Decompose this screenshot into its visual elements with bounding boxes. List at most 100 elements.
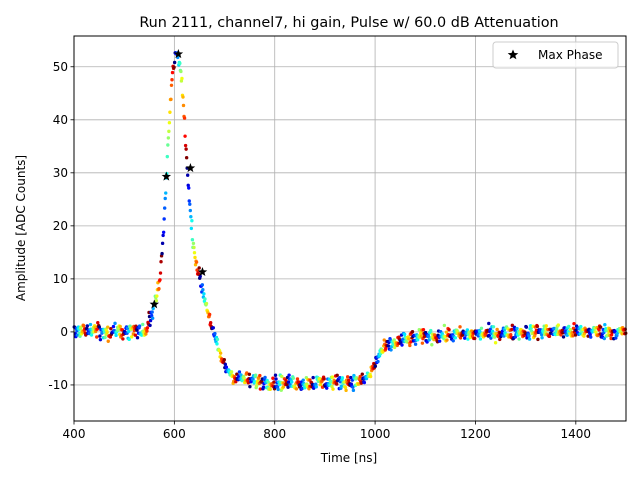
sample-point	[258, 387, 263, 391]
sample-point	[150, 316, 155, 320]
x-axis-ticks: 400 600 800 1000 1200 1400	[63, 421, 591, 441]
sample-point	[192, 251, 197, 255]
sample-point	[602, 336, 607, 341]
sample-point	[258, 373, 262, 378]
sample-point	[237, 370, 242, 374]
sample-point	[286, 385, 290, 389]
sample-point	[362, 380, 367, 385]
sample-point	[320, 385, 325, 389]
sample-point	[98, 337, 103, 342]
sample-point	[113, 321, 117, 326]
sample-point	[354, 376, 359, 380]
sample-point	[207, 312, 212, 317]
sample-point	[118, 324, 122, 329]
sample-point	[515, 326, 519, 331]
sample-point	[188, 208, 193, 213]
y-axis-ticks: -10 0 10 20 30 40 50	[48, 60, 74, 392]
sample-point	[239, 373, 243, 377]
sample-point	[330, 384, 334, 389]
sample-point	[572, 321, 576, 326]
sample-point	[346, 378, 351, 382]
sample-point	[242, 376, 246, 380]
sample-point	[218, 351, 223, 355]
max-phase-star	[149, 299, 160, 309]
sample-point	[193, 255, 197, 260]
sample-point	[88, 322, 93, 327]
sample-point	[524, 325, 529, 329]
sample-point	[563, 329, 568, 333]
sample-point	[295, 377, 300, 381]
sample-point	[109, 326, 113, 331]
sample-point	[169, 83, 174, 88]
sample-point	[159, 260, 163, 264]
sample-point	[170, 78, 174, 82]
sample-point	[160, 251, 164, 256]
sample-point	[253, 373, 258, 377]
sample-point	[167, 121, 172, 125]
sample-point	[202, 292, 206, 296]
x-tick-label: 600	[163, 427, 186, 441]
legend-star-icon	[507, 49, 519, 60]
sample-point	[489, 336, 493, 340]
sample-point	[215, 337, 220, 342]
sample-point	[386, 344, 391, 348]
sample-point	[127, 337, 131, 342]
sample-point	[254, 383, 259, 388]
sample-point	[343, 385, 348, 390]
sample-point	[303, 386, 307, 390]
sample-point	[268, 387, 272, 392]
sample-point	[161, 230, 166, 235]
sample-point	[170, 70, 175, 75]
sample-point	[281, 385, 286, 389]
sample-point	[417, 328, 421, 332]
sample-point	[108, 335, 113, 339]
sample-point	[419, 330, 423, 335]
sample-point	[573, 333, 578, 337]
sample-point	[314, 385, 318, 389]
y-tick-label: 10	[53, 272, 68, 286]
sample-point	[609, 333, 614, 337]
sample-point	[144, 332, 148, 336]
sample-point	[300, 386, 304, 391]
sample-point	[301, 378, 305, 382]
sample-point	[318, 377, 322, 381]
y-tick-label: 30	[53, 166, 68, 180]
chart-title: Run 2111, channel7, hi gain, Pulse w/ 60…	[139, 15, 558, 31]
sample-point	[121, 337, 125, 341]
sample-point	[106, 339, 110, 343]
x-tick-label: 1000	[360, 427, 391, 441]
sample-point	[133, 333, 138, 337]
sample-point	[331, 387, 335, 391]
sample-point	[224, 365, 229, 369]
sample-point	[345, 375, 350, 379]
sample-point	[263, 375, 267, 380]
sample-point	[420, 341, 425, 345]
sample-point	[247, 372, 252, 377]
sample-point	[322, 377, 326, 381]
sample-point	[229, 370, 234, 374]
sample-point	[126, 329, 131, 334]
sample-point	[252, 380, 257, 384]
sample-point	[222, 358, 226, 362]
sample-point	[547, 334, 552, 339]
sample-point	[567, 324, 571, 329]
sample-point	[358, 374, 362, 379]
sample-point	[186, 183, 190, 188]
legend: Max Phase	[492, 41, 619, 69]
sample-point	[172, 60, 177, 65]
sample-point	[130, 335, 134, 339]
sample-point	[148, 318, 153, 323]
sample-point	[407, 337, 411, 341]
sample-point	[561, 335, 566, 339]
sample-point	[198, 274, 202, 279]
sample-point	[509, 333, 513, 337]
sample-point	[223, 362, 228, 367]
sample-point	[197, 266, 201, 270]
sample-point	[410, 330, 415, 334]
sample-point	[465, 328, 470, 332]
sample-point	[187, 186, 191, 190]
sample-point	[479, 326, 484, 330]
sample-point	[284, 378, 288, 383]
x-tick-label: 400	[63, 427, 86, 441]
